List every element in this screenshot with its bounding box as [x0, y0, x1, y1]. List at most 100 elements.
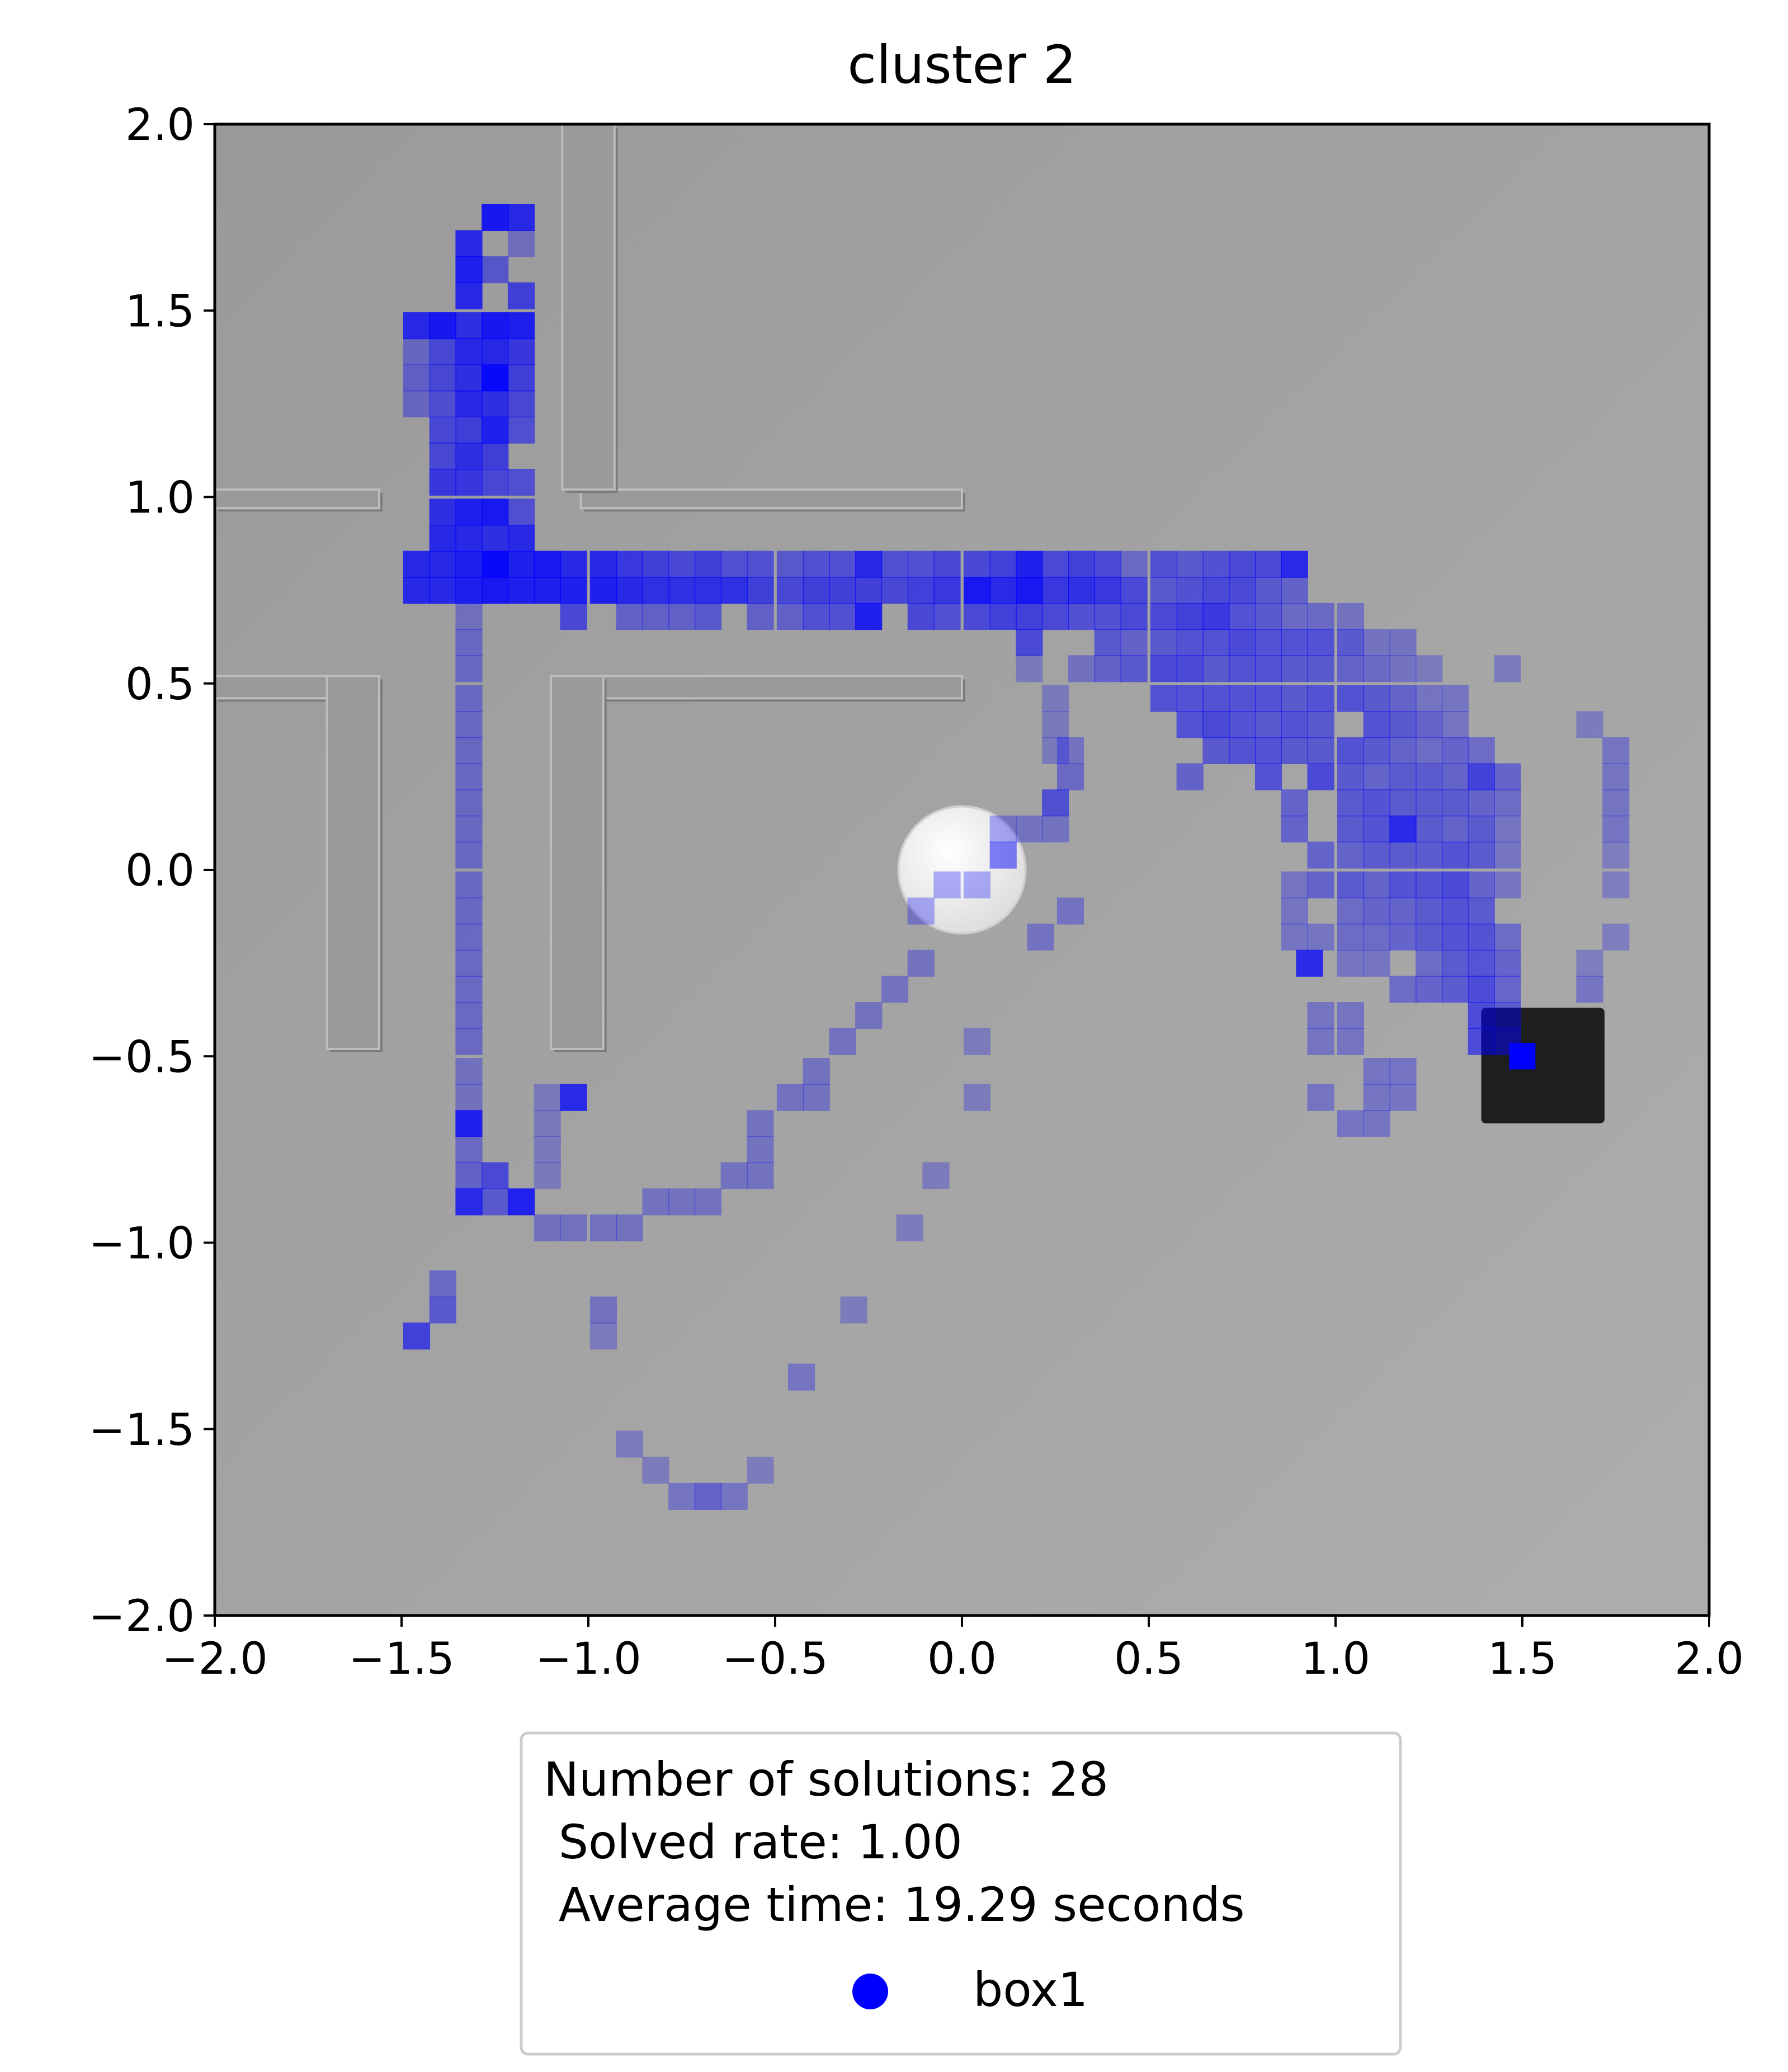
heatmap-cell-124: [829, 602, 856, 630]
heatmap-cell-371: [429, 1296, 456, 1324]
heatmap-cell-178: [1202, 685, 1230, 712]
x-tick-label-4: 0.0: [927, 1634, 997, 1684]
heatmap-cell-68: [963, 550, 991, 578]
heatmap-cell-42: [507, 498, 535, 526]
heatmap-cell-150: [1229, 629, 1256, 656]
heatmap-cell-123: [803, 602, 830, 630]
x-tick-label-1: −1.5: [348, 1634, 454, 1684]
heatmap-cell-81: [403, 577, 431, 604]
heatmap-cell-56: [642, 550, 669, 578]
heatmap-cell-242: [989, 815, 1017, 842]
x-tick-label-7: 1.5: [1488, 1634, 1557, 1684]
heatmap-cell-52: [534, 550, 561, 578]
heatmap-cell-180: [1254, 685, 1282, 712]
heatmap-cell-138: [1229, 602, 1256, 630]
heatmap-cell-218: [1176, 763, 1204, 790]
heatmap-cell-43: [429, 525, 456, 552]
heatmap-cell-8: [403, 312, 431, 340]
heatmap-cell-353: [455, 1162, 483, 1189]
heatmap-cell-220: [1307, 763, 1334, 790]
heatmap-cell-309: [1494, 949, 1521, 977]
heatmap-cell-127: [933, 602, 961, 630]
heatmap-cell-356: [720, 1162, 748, 1189]
heatmap-cell-211: [1389, 737, 1417, 765]
heatmap-cell-166: [1254, 655, 1282, 682]
heatmap-cell-116: [560, 602, 587, 630]
heatmap-cell-83: [455, 577, 483, 604]
heatmap-cell-4: [455, 256, 483, 284]
heatmap-cell-321: [1307, 1002, 1334, 1029]
heatmap-cell-337: [534, 1084, 561, 1111]
heatmap-cell-295: [1389, 924, 1417, 951]
heatmap-cell-55: [616, 550, 643, 578]
wall-0: [215, 488, 380, 510]
heatmap-cell-163: [1176, 655, 1204, 682]
heatmap-cell-263: [1468, 841, 1495, 869]
heatmap-cell-328: [1307, 1028, 1334, 1055]
heatmap-cell-160: [1094, 655, 1121, 682]
heatmap-cell-78: [1229, 550, 1256, 578]
heatmap-cell-169: [1337, 655, 1365, 682]
heatmap-cell-70: [1016, 550, 1043, 578]
heatmap-cell-172: [1416, 655, 1443, 682]
y-tick-label-4: 0.0: [125, 846, 195, 896]
heatmap-cell-330: [1468, 1028, 1495, 1055]
heatmap-cell-113: [1254, 577, 1282, 604]
heatmap-cell-141: [1307, 602, 1334, 630]
heatmap-cell-215: [1602, 737, 1630, 765]
heatmap-cell-298: [1468, 924, 1495, 951]
heatmap-cell-281: [1056, 897, 1084, 925]
heatmap-cell-177: [1176, 685, 1204, 712]
heatmap-cell-111: [1202, 577, 1230, 604]
heatmap-cell-139: [1254, 602, 1282, 630]
heatmap-cell-131: [1042, 602, 1069, 630]
x-tick-label-5: 0.5: [1114, 1634, 1183, 1684]
heatmap-cell-258: [1337, 841, 1365, 869]
heatmap-cell-170: [1363, 655, 1390, 682]
legend-box: [520, 1731, 1402, 2056]
heatmap-cell-145: [1094, 629, 1121, 656]
ball: [897, 805, 1027, 935]
heatmap-cell-87: [560, 577, 587, 604]
heatmap-cell-101: [933, 577, 961, 604]
heatmap-cell-59: [720, 550, 748, 578]
heatmap-cell-379: [747, 1457, 774, 1484]
heatmap-cell-94: [747, 577, 774, 604]
heatmap-cell-187: [1441, 685, 1469, 712]
heatmap-cell-117: [616, 602, 643, 630]
heatmap-cell-315: [1441, 976, 1469, 1003]
heatmap-cell-307: [1441, 949, 1469, 977]
heatmap-cell-106: [1068, 577, 1096, 604]
heatmap-cell-221: [1337, 763, 1365, 790]
heatmap-cell-158: [1016, 655, 1043, 682]
heatmap-cell-311: [455, 976, 483, 1003]
heatmap-cell-121: [747, 602, 774, 630]
heatmap-cell-100: [907, 577, 935, 604]
heatmap-cell-354: [482, 1162, 509, 1189]
heatmap-cell-373: [840, 1296, 867, 1324]
heatmap-cell-1: [507, 204, 535, 231]
legend-marker-box1: [852, 1974, 888, 2009]
heatmap-cell-95: [776, 577, 804, 604]
heatmap-cell-162: [1150, 655, 1178, 682]
heatmap-cell-326: [829, 1028, 856, 1055]
heatmap-cell-32: [429, 442, 456, 470]
heatmap-cell-271: [1337, 871, 1365, 898]
heatmap-cell-136: [1176, 602, 1204, 630]
legend-line-solutions: Number of solutions: 28: [544, 1752, 1108, 1807]
heatmap-cell-323: [1468, 1002, 1495, 1029]
heatmap-cell-259: [1363, 841, 1390, 869]
heatmap-cell-118: [642, 602, 669, 630]
heatmap-cell-174: [455, 685, 483, 712]
heatmap-cell-296: [1416, 924, 1443, 951]
heatmap-cell-39: [429, 498, 456, 526]
heatmap-cell-314: [1416, 976, 1443, 1003]
heatmap-cell-197: [1389, 711, 1417, 738]
heatmap-cell-26: [482, 390, 509, 418]
heatmap-cell-15: [455, 338, 483, 365]
heatmap-cell-205: [1229, 737, 1256, 765]
heatmap-cell-27: [507, 390, 535, 418]
heatmap-cell-40: [455, 498, 483, 526]
heatmap-cell-378: [642, 1457, 669, 1484]
heatmap-cell-48: [429, 550, 456, 578]
